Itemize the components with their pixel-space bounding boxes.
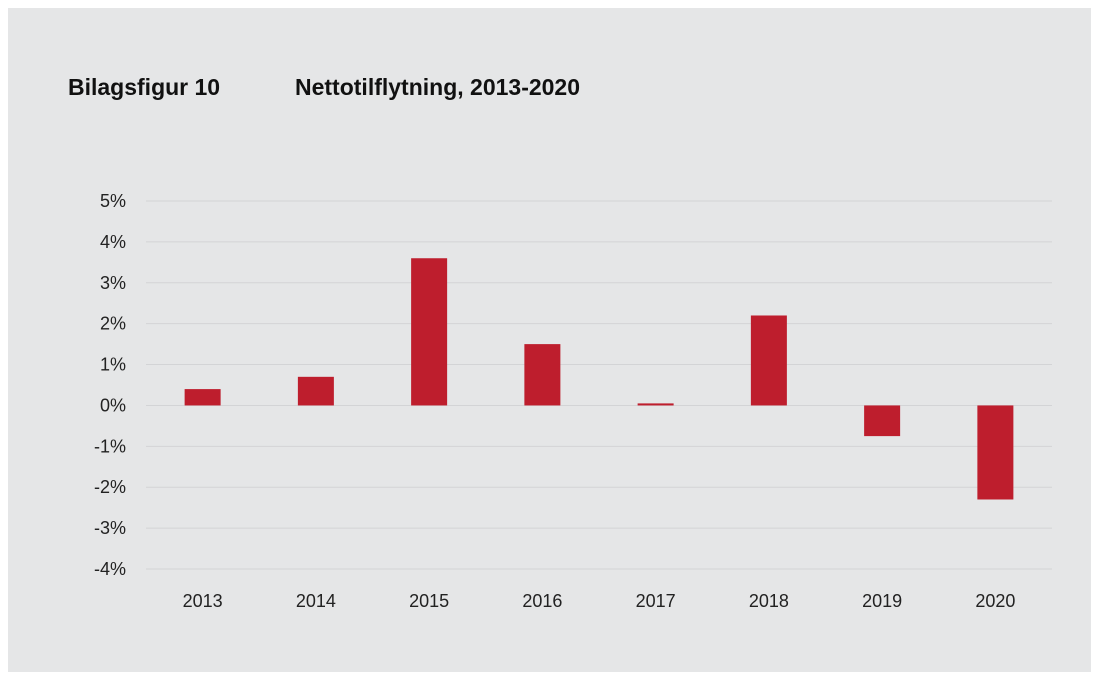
bar-2019: [864, 405, 901, 437]
y-tick-label: -4%: [94, 559, 126, 579]
y-tick-label: -3%: [94, 518, 126, 538]
x-tick-label-2018: 2018: [749, 591, 789, 611]
bar-2015: [411, 258, 448, 406]
y-tick-label: -1%: [94, 436, 126, 456]
bar-2013: [184, 389, 221, 406]
x-axis-tick-labels: 2013 2014 2015 2016 2017 2018 2019 2020: [183, 591, 1016, 611]
x-tick-label-2019: 2019: [862, 591, 902, 611]
y-tick-label: 0%: [100, 395, 126, 415]
x-tick-label-2016: 2016: [522, 591, 562, 611]
bar-2016: [524, 344, 561, 406]
x-tick-label-2014: 2014: [296, 591, 336, 611]
bar-2018: [750, 315, 787, 406]
bars: [184, 258, 1014, 500]
y-tick-label: 3%: [100, 273, 126, 293]
y-tick-label: 1%: [100, 355, 126, 375]
figure-panel: [8, 8, 1091, 672]
figure-label: Bilagsfigur 10: [68, 74, 221, 100]
y-tick-label: -2%: [94, 477, 126, 497]
bar-2020: [977, 405, 1014, 500]
y-tick-label: 2%: [100, 314, 126, 334]
figure-title: Nettotilflytning, 2013-2020: [295, 74, 581, 100]
bar-2014: [297, 376, 334, 406]
bar-2017: [637, 403, 674, 406]
x-tick-label-2020: 2020: [975, 591, 1015, 611]
x-tick-label-2015: 2015: [409, 591, 449, 611]
y-tick-label: 4%: [100, 232, 126, 252]
y-axis-tick-labels: 5% 4% 3% 2% 1% 0% -1% -2% -3% -4%: [94, 191, 126, 579]
x-tick-label-2017: 2017: [636, 591, 676, 611]
y-tick-label: 5%: [100, 191, 126, 211]
x-tick-label-2013: 2013: [183, 591, 223, 611]
grid-lines: [146, 200, 1052, 570]
